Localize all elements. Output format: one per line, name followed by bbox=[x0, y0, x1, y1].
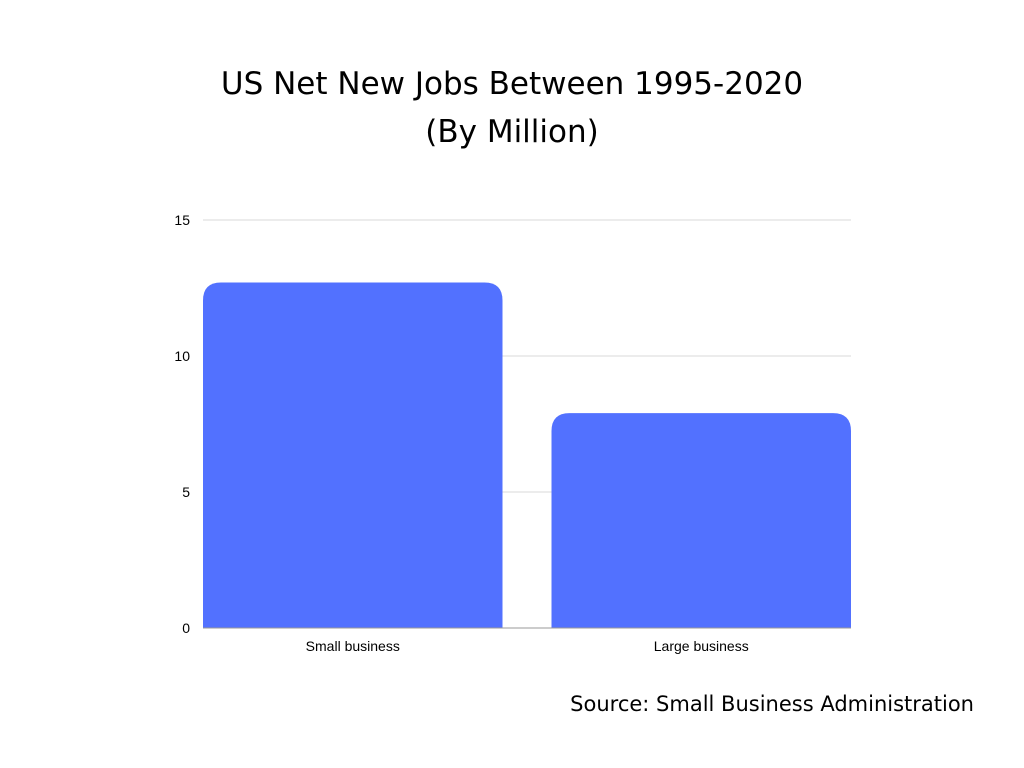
y-tick-label: 5 bbox=[182, 484, 190, 500]
source-note: Source: Small Business Administration bbox=[570, 692, 974, 716]
chart-title: US Net New Jobs Between 1995-2020 bbox=[220, 66, 804, 102]
y-tick-label: 10 bbox=[174, 348, 190, 364]
x-tick-label: Large business bbox=[654, 638, 749, 654]
x-tick-label: Small business bbox=[306, 638, 400, 654]
y-tick-label: 0 bbox=[182, 620, 190, 636]
bar bbox=[203, 282, 503, 628]
y-tick-label: 15 bbox=[174, 212, 190, 228]
chart-subtitle: (By Million) bbox=[425, 114, 599, 150]
bar bbox=[551, 413, 851, 628]
